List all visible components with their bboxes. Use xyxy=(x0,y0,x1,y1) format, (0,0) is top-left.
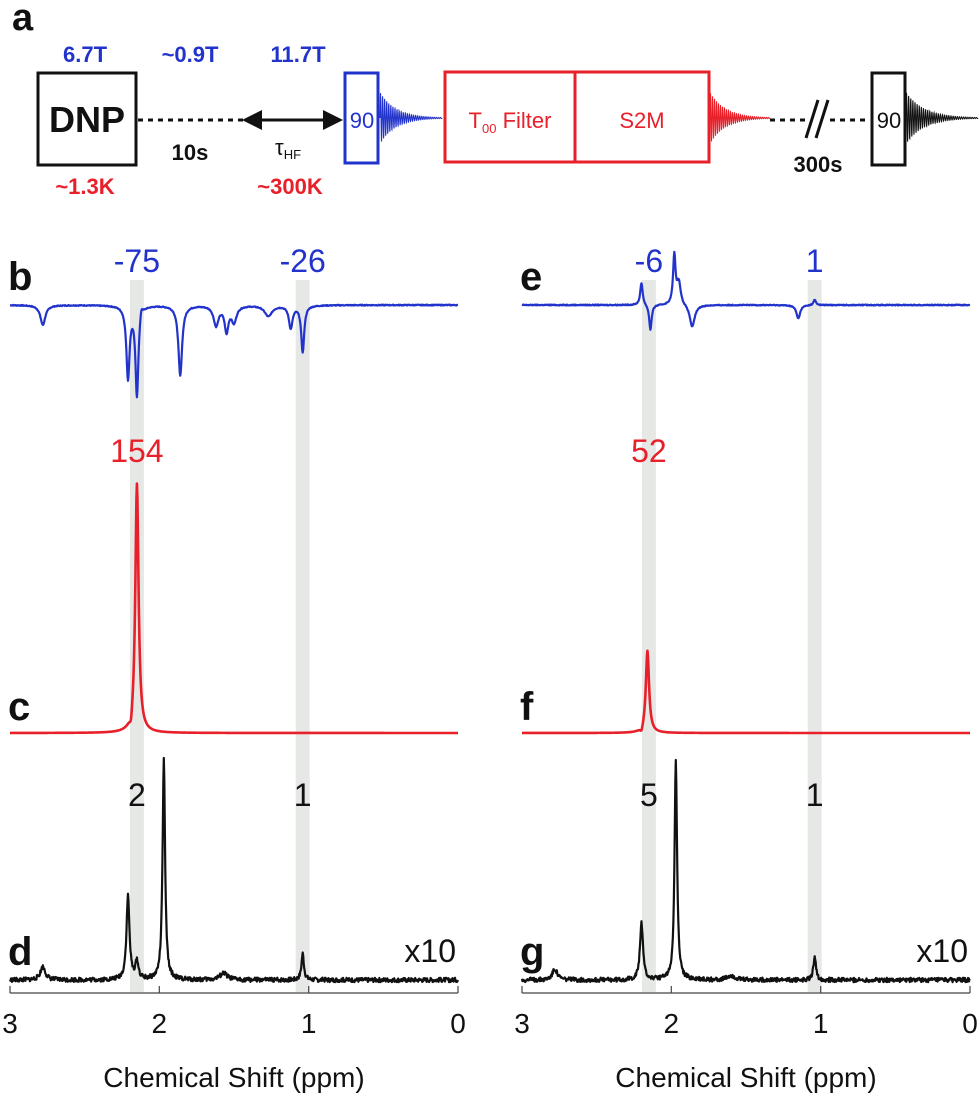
spectrum-trace-d xyxy=(9,756,459,984)
scale-label-g: x10 xyxy=(916,933,968,969)
peak-label-c-1: 154 xyxy=(110,433,163,469)
x-tick-label-d-1: 1 xyxy=(301,1008,317,1039)
peak-label-f-1: 52 xyxy=(631,433,667,469)
peak-label-g-2: 1 xyxy=(806,777,824,813)
field-hf-label: 11.7T xyxy=(270,42,326,67)
fid-black xyxy=(905,92,979,142)
peak-label-b-1: -75 xyxy=(114,243,160,279)
panel-label-b: b xyxy=(8,255,32,299)
highlight-band-left-1 xyxy=(129,280,144,992)
pulse-90-label-2: 90 xyxy=(877,108,901,133)
s2m-label: S2M xyxy=(619,108,664,133)
fid-red xyxy=(709,93,771,142)
peak-label-b-2: -26 xyxy=(280,243,326,279)
x-tick-label-g-0: 0 xyxy=(962,1008,978,1039)
wait-time-label: 300s xyxy=(794,152,843,177)
scale-label-d: x10 xyxy=(404,933,456,969)
x-axis-title-g: Chemical Shift (ppm) xyxy=(615,1062,876,1093)
x-tick-label-d-2: 2 xyxy=(152,1008,168,1039)
dnp-box xyxy=(36,71,138,167)
peak-label-d-1: 2 xyxy=(128,777,146,813)
panel-label-g: g xyxy=(520,930,544,974)
spectrum-trace-f xyxy=(521,649,971,735)
dnp-label: DNP xyxy=(49,99,125,140)
break-mark-2 xyxy=(814,99,830,139)
spectrum-trace-c xyxy=(9,482,459,735)
tau-symbol: τHF xyxy=(275,135,301,162)
spectra-group: -75 -26 154 2 1 x10 3 2 1 0 Chemical Shift (ppm) -6… xyxy=(2,243,978,1093)
spectrum-trace-b xyxy=(9,303,459,399)
x-axis-title-d: Chemical Shift (ppm) xyxy=(103,1062,364,1093)
pulse-90-box-2 xyxy=(870,71,907,167)
peak-label-g-1: 5 xyxy=(640,777,658,813)
highlight-band-left-2 xyxy=(295,280,310,992)
spectrum-trace-g xyxy=(520,758,971,984)
transfer-time-label: 10s xyxy=(172,140,209,165)
t00-filter-label: T00 Filter xyxy=(469,108,552,136)
fid-blue xyxy=(379,93,443,142)
highlight-band-right-2 xyxy=(807,280,822,992)
peak-label-d-2: 1 xyxy=(294,777,312,813)
peak-label-e-1: -6 xyxy=(635,243,663,279)
panel-a-sequence: a 6.7T ~0.9T 11.7T DNP 10s τHF ~1.3K ~30… xyxy=(12,0,979,199)
temp-hf-label: ~300K xyxy=(257,174,323,199)
tau-arrow-right-head xyxy=(323,110,343,130)
temp-dnp-label: ~1.3K xyxy=(55,174,114,199)
x-tick-label-d-0: 0 xyxy=(450,1008,466,1039)
panel-letters: b c d e f g xyxy=(8,255,544,974)
tau-arrow-left-head xyxy=(242,110,262,130)
pulse-90-box-1 xyxy=(343,71,380,165)
panel-label-c: c xyxy=(8,685,30,729)
break-mark-1 xyxy=(804,99,820,139)
highlight-band-right-1 xyxy=(641,280,656,992)
x-tick-label-g-1: 1 xyxy=(813,1008,829,1039)
filter-s2m-box xyxy=(443,70,711,164)
panel-label-a: a xyxy=(12,0,34,39)
x-tick-label-g-2: 2 xyxy=(664,1008,680,1039)
pulse-90-label-1: 90 xyxy=(350,108,374,133)
panel-label-d: d xyxy=(8,930,32,974)
panel-label-e: e xyxy=(520,255,542,299)
field-dnp-label: 6.7T xyxy=(63,42,108,67)
x-tick-label-g-3: 3 xyxy=(514,1008,530,1039)
x-tick-label-d-3: 3 xyxy=(2,1008,18,1039)
spectrum-trace-e xyxy=(521,250,971,331)
peak-label-e-2: 1 xyxy=(806,243,824,279)
panel-label-f: f xyxy=(520,685,534,729)
highlight-bands xyxy=(129,280,822,992)
field-transfer-label: ~0.9T xyxy=(162,42,219,67)
